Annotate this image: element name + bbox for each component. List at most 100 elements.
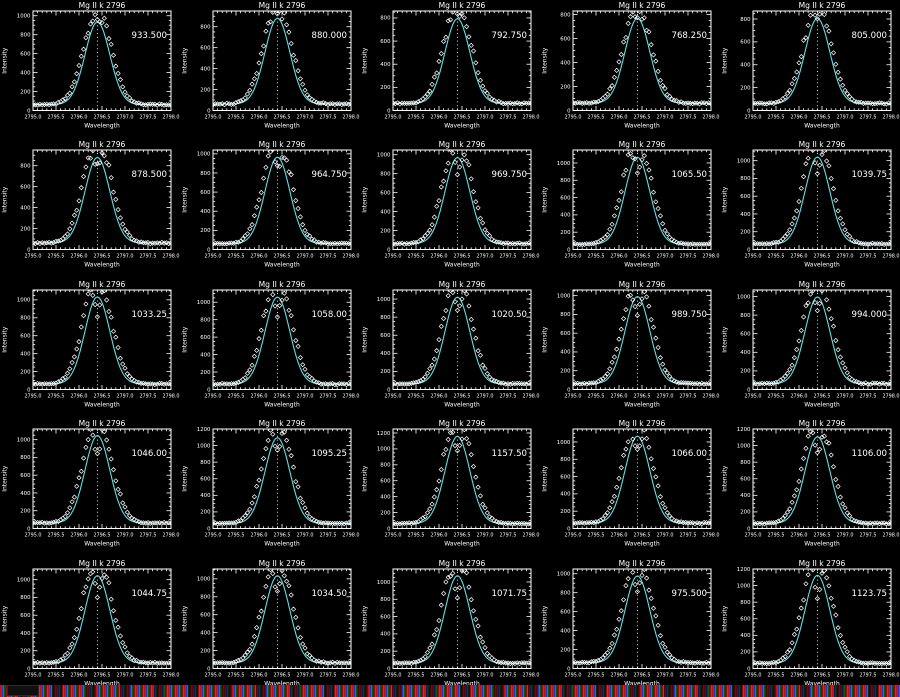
x-tick-label: 2796.5 (453, 114, 470, 120)
x-tick-label: 2796.5 (813, 393, 830, 399)
x-tick-label: 2796.0 (790, 254, 807, 260)
x-tick-label: 2796.0 (430, 533, 447, 539)
x-axis-label: Wavelength (804, 262, 840, 269)
y-tick-label: 1200 (377, 431, 391, 437)
observed-profile-points (753, 429, 891, 527)
peak-value-annotation: 1020.50 (492, 310, 527, 320)
x-tick-label: 2795.5 (767, 672, 784, 678)
axis-box (212, 289, 352, 390)
x-tick-label: 2796.5 (813, 114, 830, 120)
observed-profile-points (573, 151, 711, 248)
x-tick-label: 2796.0 (70, 254, 87, 260)
x-axis-label: Wavelength (624, 122, 660, 129)
y-tick-label: 800 (20, 595, 31, 601)
artifact-dark-band (120, 685, 130, 697)
y-axis-label: Intensity (182, 47, 189, 74)
spectrum-panel: 0 200 400 600 800 2795.0 2795.5 2796.0 2796.5 279… (722, 1, 900, 129)
y-tick-label: 200 (20, 648, 31, 654)
x-tick-label: 2796.0 (250, 393, 267, 399)
observed-profile-points (753, 289, 891, 387)
x-tick-label: 2795.0 (204, 672, 221, 678)
y-tick-label: 400 (560, 492, 571, 498)
y-tick-label: 600 (740, 616, 751, 622)
x-tick-label: 2797.0 (656, 114, 673, 120)
y-tick-label: 600 (20, 473, 31, 479)
peak-value-annotation: 969.750 (492, 170, 527, 180)
y-tick-label: 200 (20, 89, 31, 95)
x-tick-label: 2798.0 (342, 114, 359, 120)
x-tick-label: 2796.0 (790, 672, 807, 678)
x-axis-label: Wavelength (444, 262, 480, 269)
axis-box (572, 10, 712, 111)
x-tick-label: 2795.0 (24, 393, 41, 399)
panel-title: Mg II k 2796 (799, 419, 846, 428)
x-tick-label: 2797.5 (679, 672, 696, 678)
peak-value-annotation: 1071.75 (492, 589, 527, 599)
axis-box (572, 428, 712, 530)
y-tick-label: 200 (380, 85, 391, 91)
y-tick-label: 200 (200, 510, 211, 516)
x-tick-label: 2797.0 (296, 393, 313, 399)
y-tick-label: 0 (747, 526, 751, 532)
y-tick-label: 800 (560, 178, 571, 184)
x-tick-label: 2798.0 (882, 533, 899, 539)
y-tick-label: 800 (20, 164, 31, 170)
panel-title: Mg II k 2796 (79, 419, 126, 428)
y-tick-label: 400 (740, 212, 751, 218)
x-tick-label: 2798.0 (522, 393, 539, 399)
x-tick-label: 2798.0 (882, 254, 899, 260)
y-tick-label: 800 (200, 460, 211, 466)
observed-profile-points (33, 289, 171, 387)
y-axis-label: Intensity (2, 326, 9, 353)
y-tick-label: 600 (380, 191, 391, 197)
x-axis-label: Wavelength (264, 680, 300, 687)
artifact-dark-band (154, 685, 164, 697)
x-tick-label: 2795.0 (204, 114, 221, 120)
artifact-dark-band (664, 685, 674, 697)
observed-profile-points (573, 289, 711, 387)
observed-profile-points (33, 429, 171, 527)
x-tick-label: 2798.0 (702, 254, 719, 260)
x-axis-label: Wavelength (804, 401, 840, 408)
x-tick-label: 2797.5 (859, 533, 876, 539)
x-tick-label: 2797.5 (859, 114, 876, 120)
y-tick-label: 0 (207, 108, 211, 114)
spectrum-panel: 0 200 400 600 800 1000 2795.0 2795.5 2796.0 2796.… (2, 559, 180, 687)
y-tick-label: 1000 (557, 293, 571, 299)
y-axis-label: Intensity (362, 47, 369, 74)
axis-box (32, 10, 172, 111)
observed-profile-points (753, 10, 891, 107)
y-tick-label: 200 (20, 509, 31, 515)
panel-title: Mg II k 2796 (259, 1, 306, 10)
artifact-dark-band (732, 685, 742, 697)
panel-title: Mg II k 2796 (259, 280, 306, 289)
y-tick-label: 400 (20, 491, 31, 497)
y-tick-label: 600 (740, 477, 751, 483)
y-tick-label: 0 (207, 248, 211, 254)
x-tick-label: 2795.0 (564, 533, 581, 539)
x-tick-label: 2795.5 (47, 672, 64, 678)
y-tick-label: 400 (200, 630, 211, 636)
peak-value-annotation: 1123.75 (852, 589, 887, 599)
peak-value-annotation: 1044.75 (132, 589, 167, 599)
y-axis-label: Intensity (182, 465, 189, 492)
y-tick-label: 600 (560, 609, 571, 615)
y-tick-label: 0 (387, 108, 391, 114)
axis-box (32, 428, 172, 530)
x-tick-label: 2795.0 (24, 114, 41, 120)
y-tick-label: 0 (207, 526, 211, 532)
peak-value-annotation: 964.750 (312, 170, 347, 180)
y-tick-label: 1000 (17, 438, 31, 444)
x-tick-label: 2797.0 (116, 254, 133, 260)
panel-title: Mg II k 2796 (619, 280, 666, 289)
spectrum-panel: 0 200 400 600 800 1000 2795.0 2795.5 2796.0 2796.… (362, 140, 540, 269)
x-tick-label: 2796.5 (813, 533, 830, 539)
x-tick-label: 2797.5 (139, 254, 156, 260)
x-tick-label: 2797.5 (139, 393, 156, 399)
x-tick-label: 2798.0 (162, 254, 179, 260)
gaussian-fit-curve (753, 17, 891, 104)
x-axis-label: Wavelength (624, 262, 660, 269)
spectrum-panel: 0 200 400 600 800 1000 2795.0 2795.5 2796.0 2796.… (542, 419, 720, 547)
y-tick-label: 200 (380, 369, 391, 375)
panel-title: Mg II k 2796 (79, 1, 126, 10)
